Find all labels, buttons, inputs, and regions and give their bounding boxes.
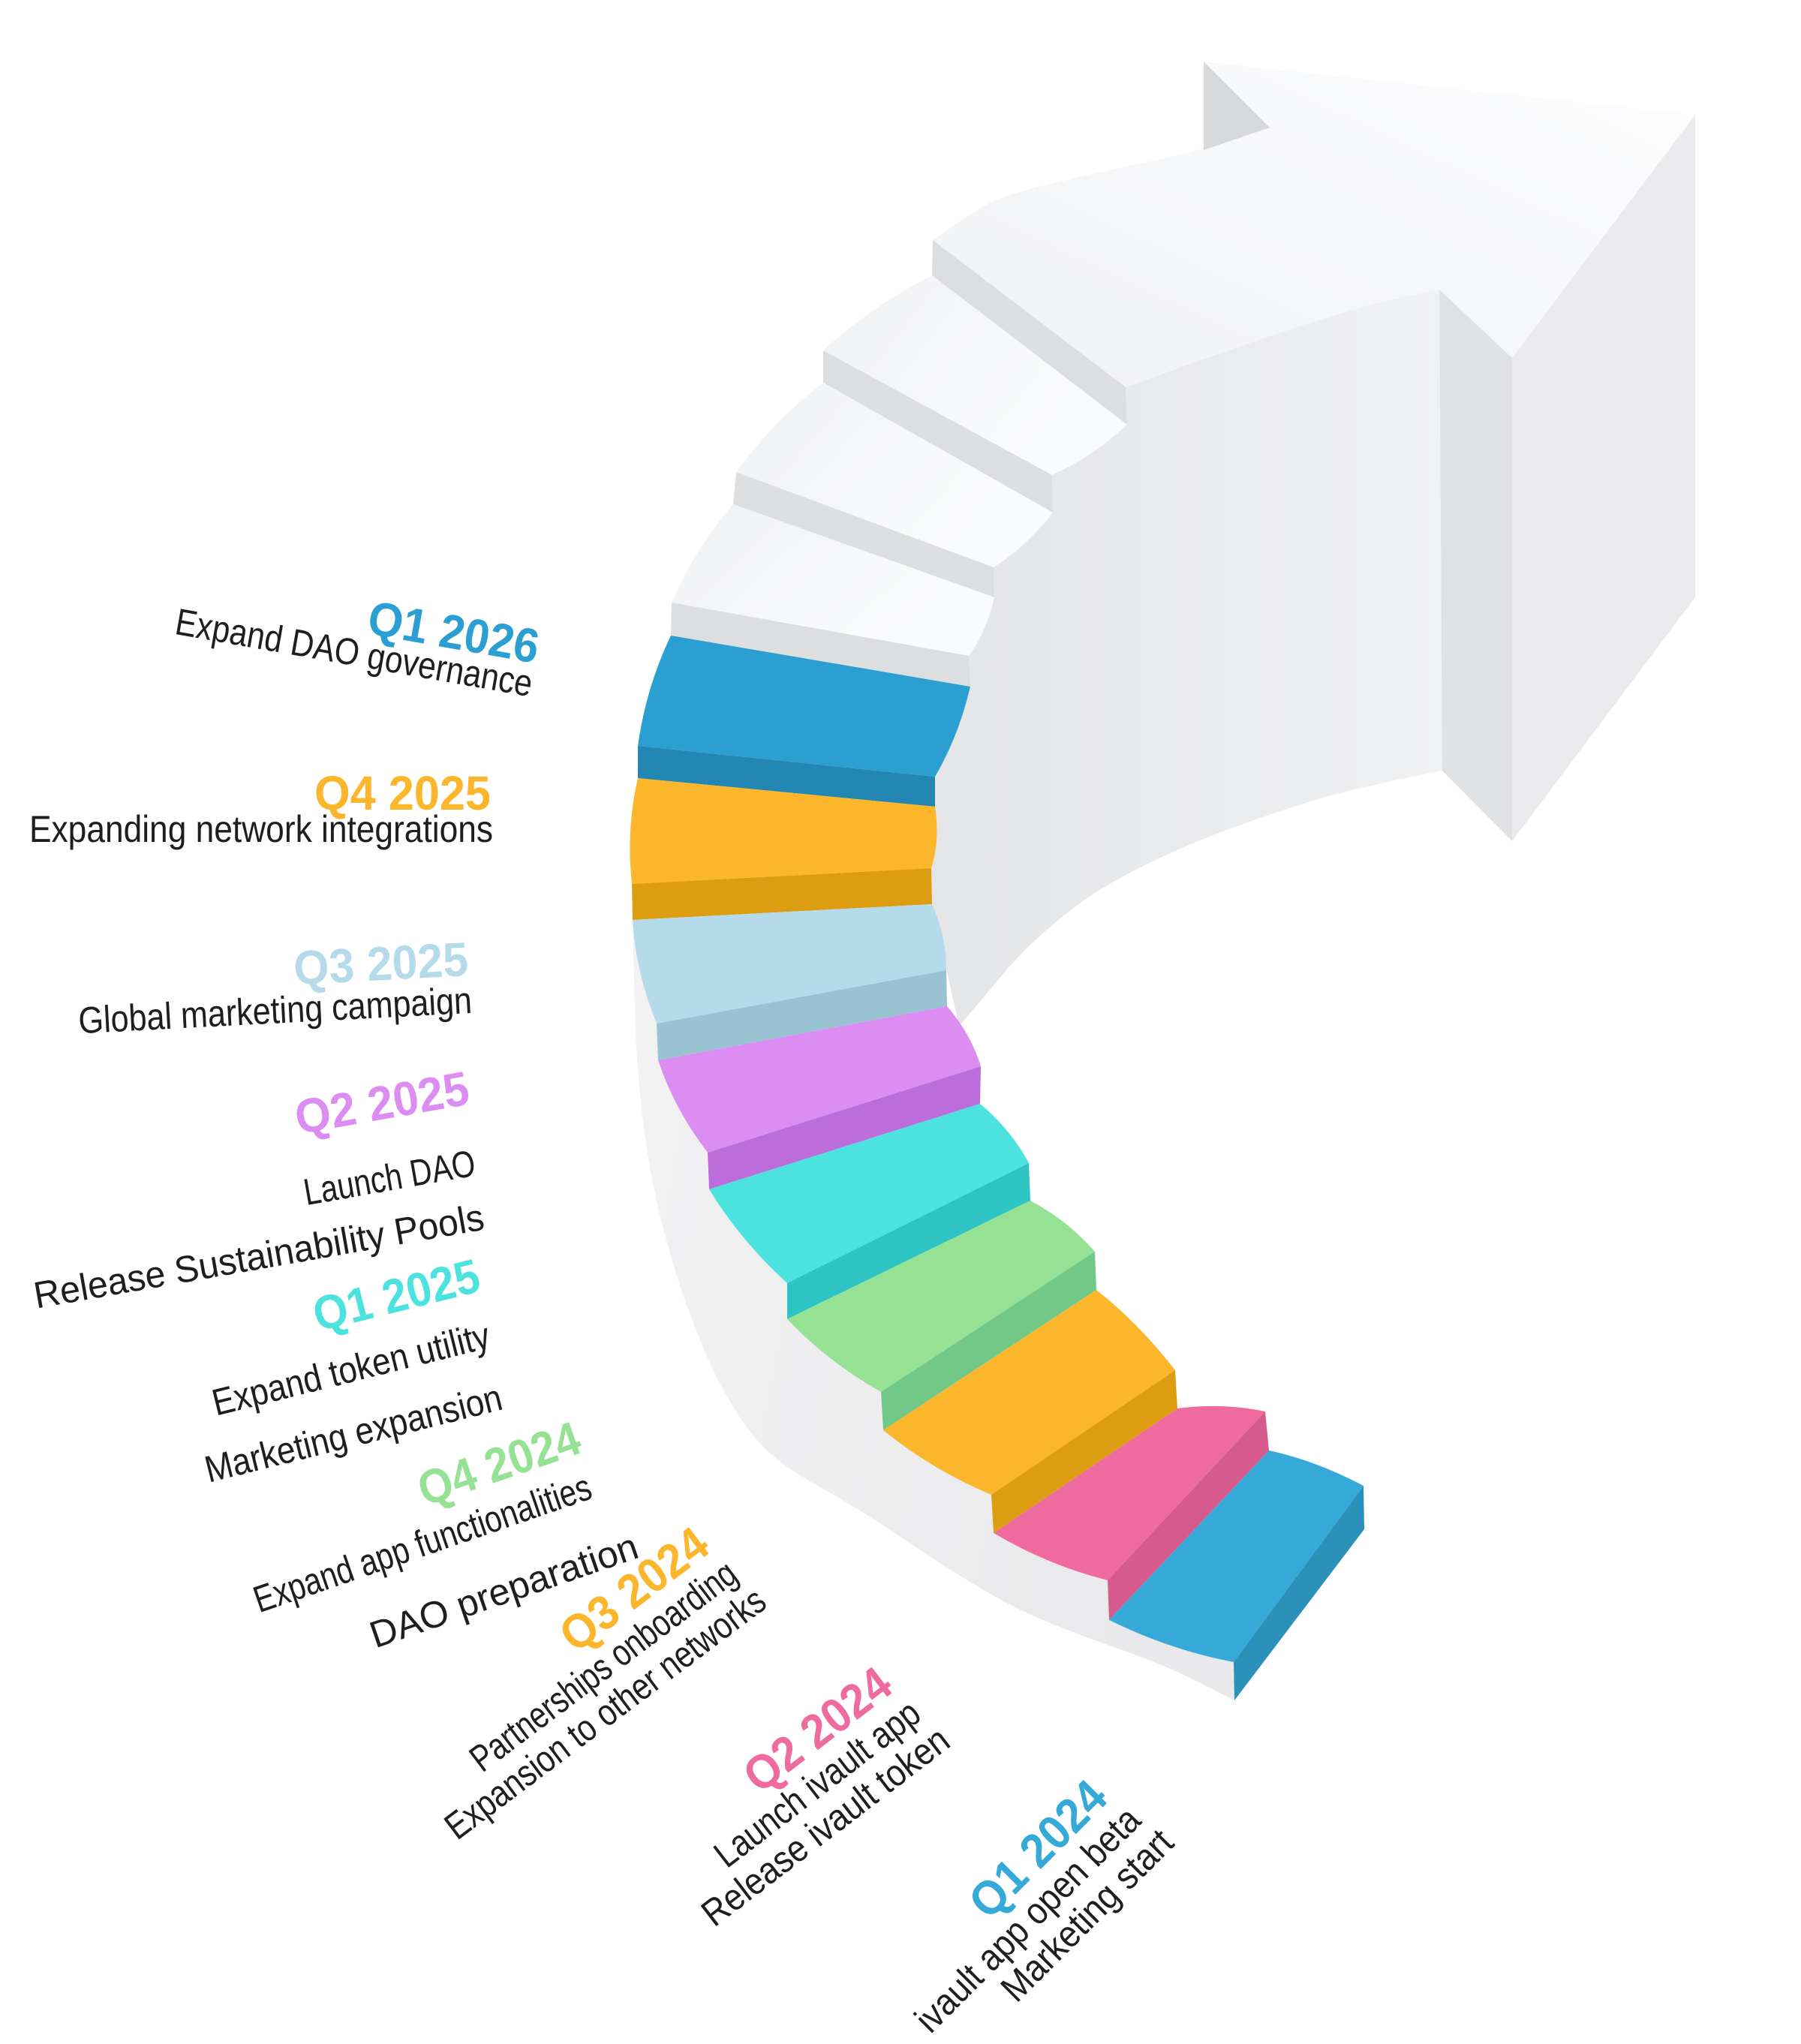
svg-text:Q3 2025: Q3 2025 (292, 932, 469, 995)
svg-text:Expanding network integrations: Expanding network integrations (29, 808, 493, 850)
svg-text:Q4 2025: Q4 2025 (314, 766, 491, 820)
